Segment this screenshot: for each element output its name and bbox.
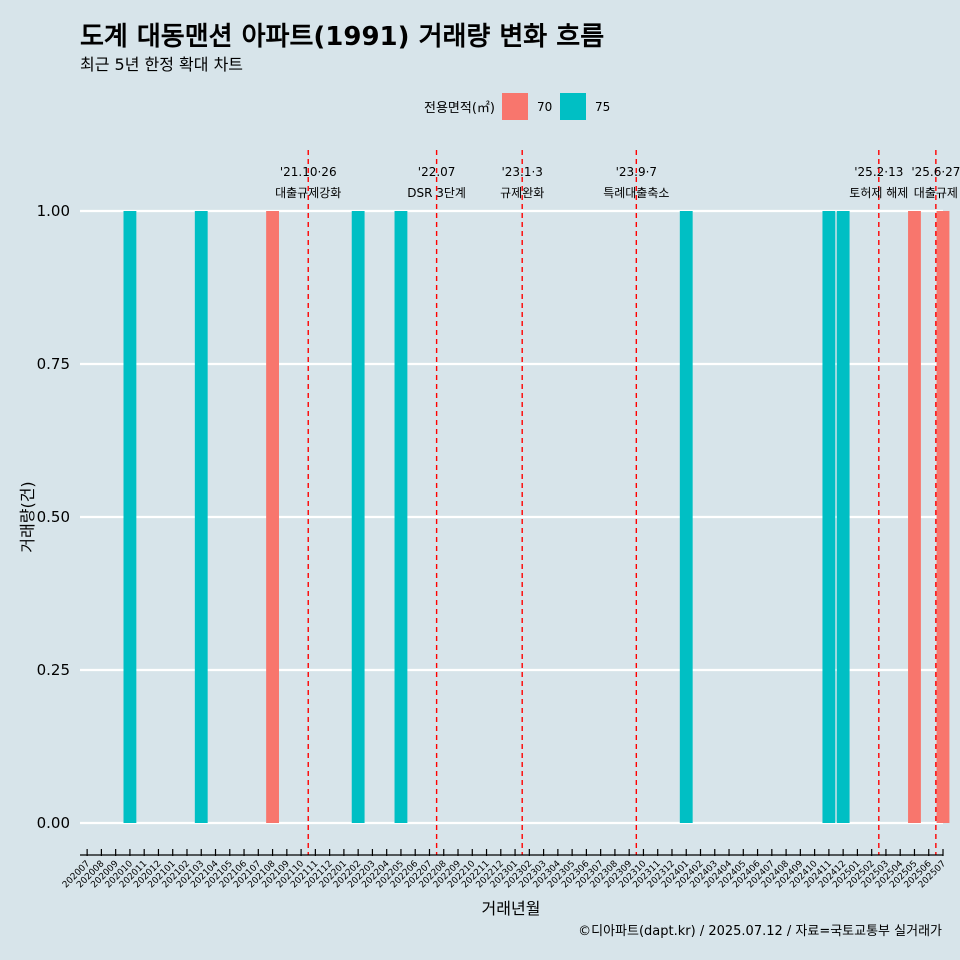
x-axis: 2020072020082020092020102020112020122021…: [61, 849, 948, 890]
bar-202202-75: [351, 211, 365, 823]
chart-subtitle: 최근 5년 한정 확대 차트: [80, 55, 243, 74]
bar-202507-70: [936, 211, 950, 823]
legend-label-75: 75: [595, 100, 610, 114]
y-tick-label: 0.50: [37, 508, 70, 526]
event-date-label: '22.07: [418, 165, 456, 179]
event-name-label: DSR 3단계: [407, 186, 466, 200]
event-date-label: '23.9·7: [616, 165, 657, 179]
event-date-label: '21.10·26: [280, 165, 337, 179]
legend-swatch-75: [560, 93, 586, 120]
event-date-label: '23.1·3: [501, 165, 542, 179]
bar-202010-75: [123, 211, 137, 823]
event-name-label: 대출규제: [914, 186, 958, 200]
y-tick-label: 0.25: [37, 661, 70, 679]
bar-202505-70: [908, 211, 921, 823]
y-tick-label: 0.00: [37, 814, 70, 832]
bar-202401-75: [679, 211, 693, 823]
event-date-label: '25.6·27: [911, 165, 960, 179]
bar-202205-75: [394, 211, 408, 823]
legend: 전용면적(㎡) 70 75: [424, 93, 610, 120]
bar-202103-75: [194, 211, 208, 823]
y-tick-label: 1.00: [37, 202, 70, 220]
y-tick-label: 0.75: [37, 355, 70, 373]
bar-202412-75: [836, 211, 850, 823]
bar-202411-75: [822, 211, 836, 823]
y-axis-title: 거래량(건): [18, 481, 37, 552]
chart-title: 도계 대동맨션 아파트(1991) 거래량 변화 흐름: [80, 22, 604, 52]
x-axis-title: 거래년월: [482, 899, 541, 918]
event-name-label: 특례대출축소: [603, 186, 669, 200]
bar-202108-70: [266, 211, 279, 823]
y-axis: 0.00 0.25 0.50 0.75 1.00: [37, 202, 70, 832]
event-date-label: '25.2·13: [854, 165, 903, 179]
event-markers: '21.10·26 대출규제강화 '22.07 DSR 3단계 '23.1·3 규제완화 '…: [275, 150, 960, 855]
legend-title: 전용면적(㎡): [424, 101, 495, 116]
event-name-label: 규제완화: [500, 186, 544, 200]
event-name-label: 토허제 해제: [849, 186, 908, 200]
event-name-label: 대출규제강화: [275, 186, 341, 200]
legend-swatch-70: [502, 93, 528, 120]
legend-label-70: 70: [537, 100, 552, 114]
grid: [80, 209, 943, 825]
caption: ©디아파트(dapt.kr) / 2025.07.12 / 자료=국토교통부 실…: [578, 924, 942, 939]
bars: [123, 211, 950, 823]
